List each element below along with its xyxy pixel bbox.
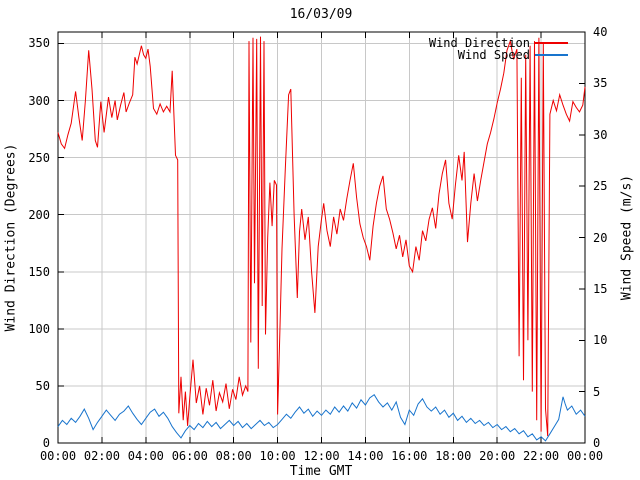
x-tick-label: 22:00	[523, 449, 560, 463]
x-tick-label: 10:00	[259, 449, 296, 463]
x-tick-label: 16:00	[391, 449, 428, 463]
legend-label-wind-speed: Wind Speed	[457, 48, 530, 62]
chart-legend: Wind Direction Wind Speed	[428, 36, 568, 62]
chart-title: 16/03/09	[289, 7, 353, 22]
series-line-wind-speed	[57, 393, 586, 442]
y-axis-left-label: Wind Direction (Degrees)	[3, 143, 19, 332]
legend-item-wind-direction: Wind Direction	[428, 36, 568, 50]
y-right-tick-label: 5	[593, 384, 601, 399]
y-right-tick-label: 0	[593, 436, 601, 450]
y-right-tick-label: 15	[593, 281, 608, 296]
y-right-tick-label: 10	[593, 333, 608, 348]
y-left-tick-label: 350	[28, 36, 50, 51]
y-left-tick-label: 200	[28, 207, 50, 222]
y-left-tick-label: 0	[42, 436, 50, 450]
x-tick-label: 14:00	[347, 449, 384, 463]
y-left-tick-label: 150	[28, 264, 50, 279]
x-tick-label: 12:00	[303, 449, 340, 463]
y-right-tick-label: 35	[593, 76, 608, 91]
legend-label-wind-direction: Wind Direction	[428, 36, 530, 50]
legend-item-wind-speed: Wind Speed	[429, 48, 568, 62]
x-tick-label: 08:00	[215, 449, 252, 463]
y-left-tick-label: 100	[28, 321, 50, 336]
series-line-wind-direction	[57, 36, 586, 437]
x-tick-label: 04:00	[127, 449, 164, 463]
y-left-tick-label: 300	[28, 93, 50, 108]
legend-line-sample-wind-direction	[535, 42, 568, 44]
x-tick-label: 02:00	[83, 449, 120, 463]
y-right-tick-label: 20	[593, 230, 608, 245]
x-tick-label: 18:00	[435, 449, 472, 463]
x-tick-label: 00:00	[39, 449, 77, 463]
legend-line-sample-wind-speed	[535, 54, 568, 56]
y-right-tick-label: 40	[593, 25, 608, 39]
y-left-tick-label: 50	[35, 378, 50, 393]
x-tick-label: 00:00	[566, 449, 604, 463]
x-axis-label: Time GMT	[289, 464, 353, 479]
y-left-tick-label: 250	[28, 150, 50, 165]
x-tick-label: 20:00	[479, 449, 516, 463]
y-right-tick-label: 25	[593, 179, 608, 194]
x-tick-label: 06:00	[171, 449, 208, 463]
y-right-tick-label: 30	[593, 127, 608, 142]
